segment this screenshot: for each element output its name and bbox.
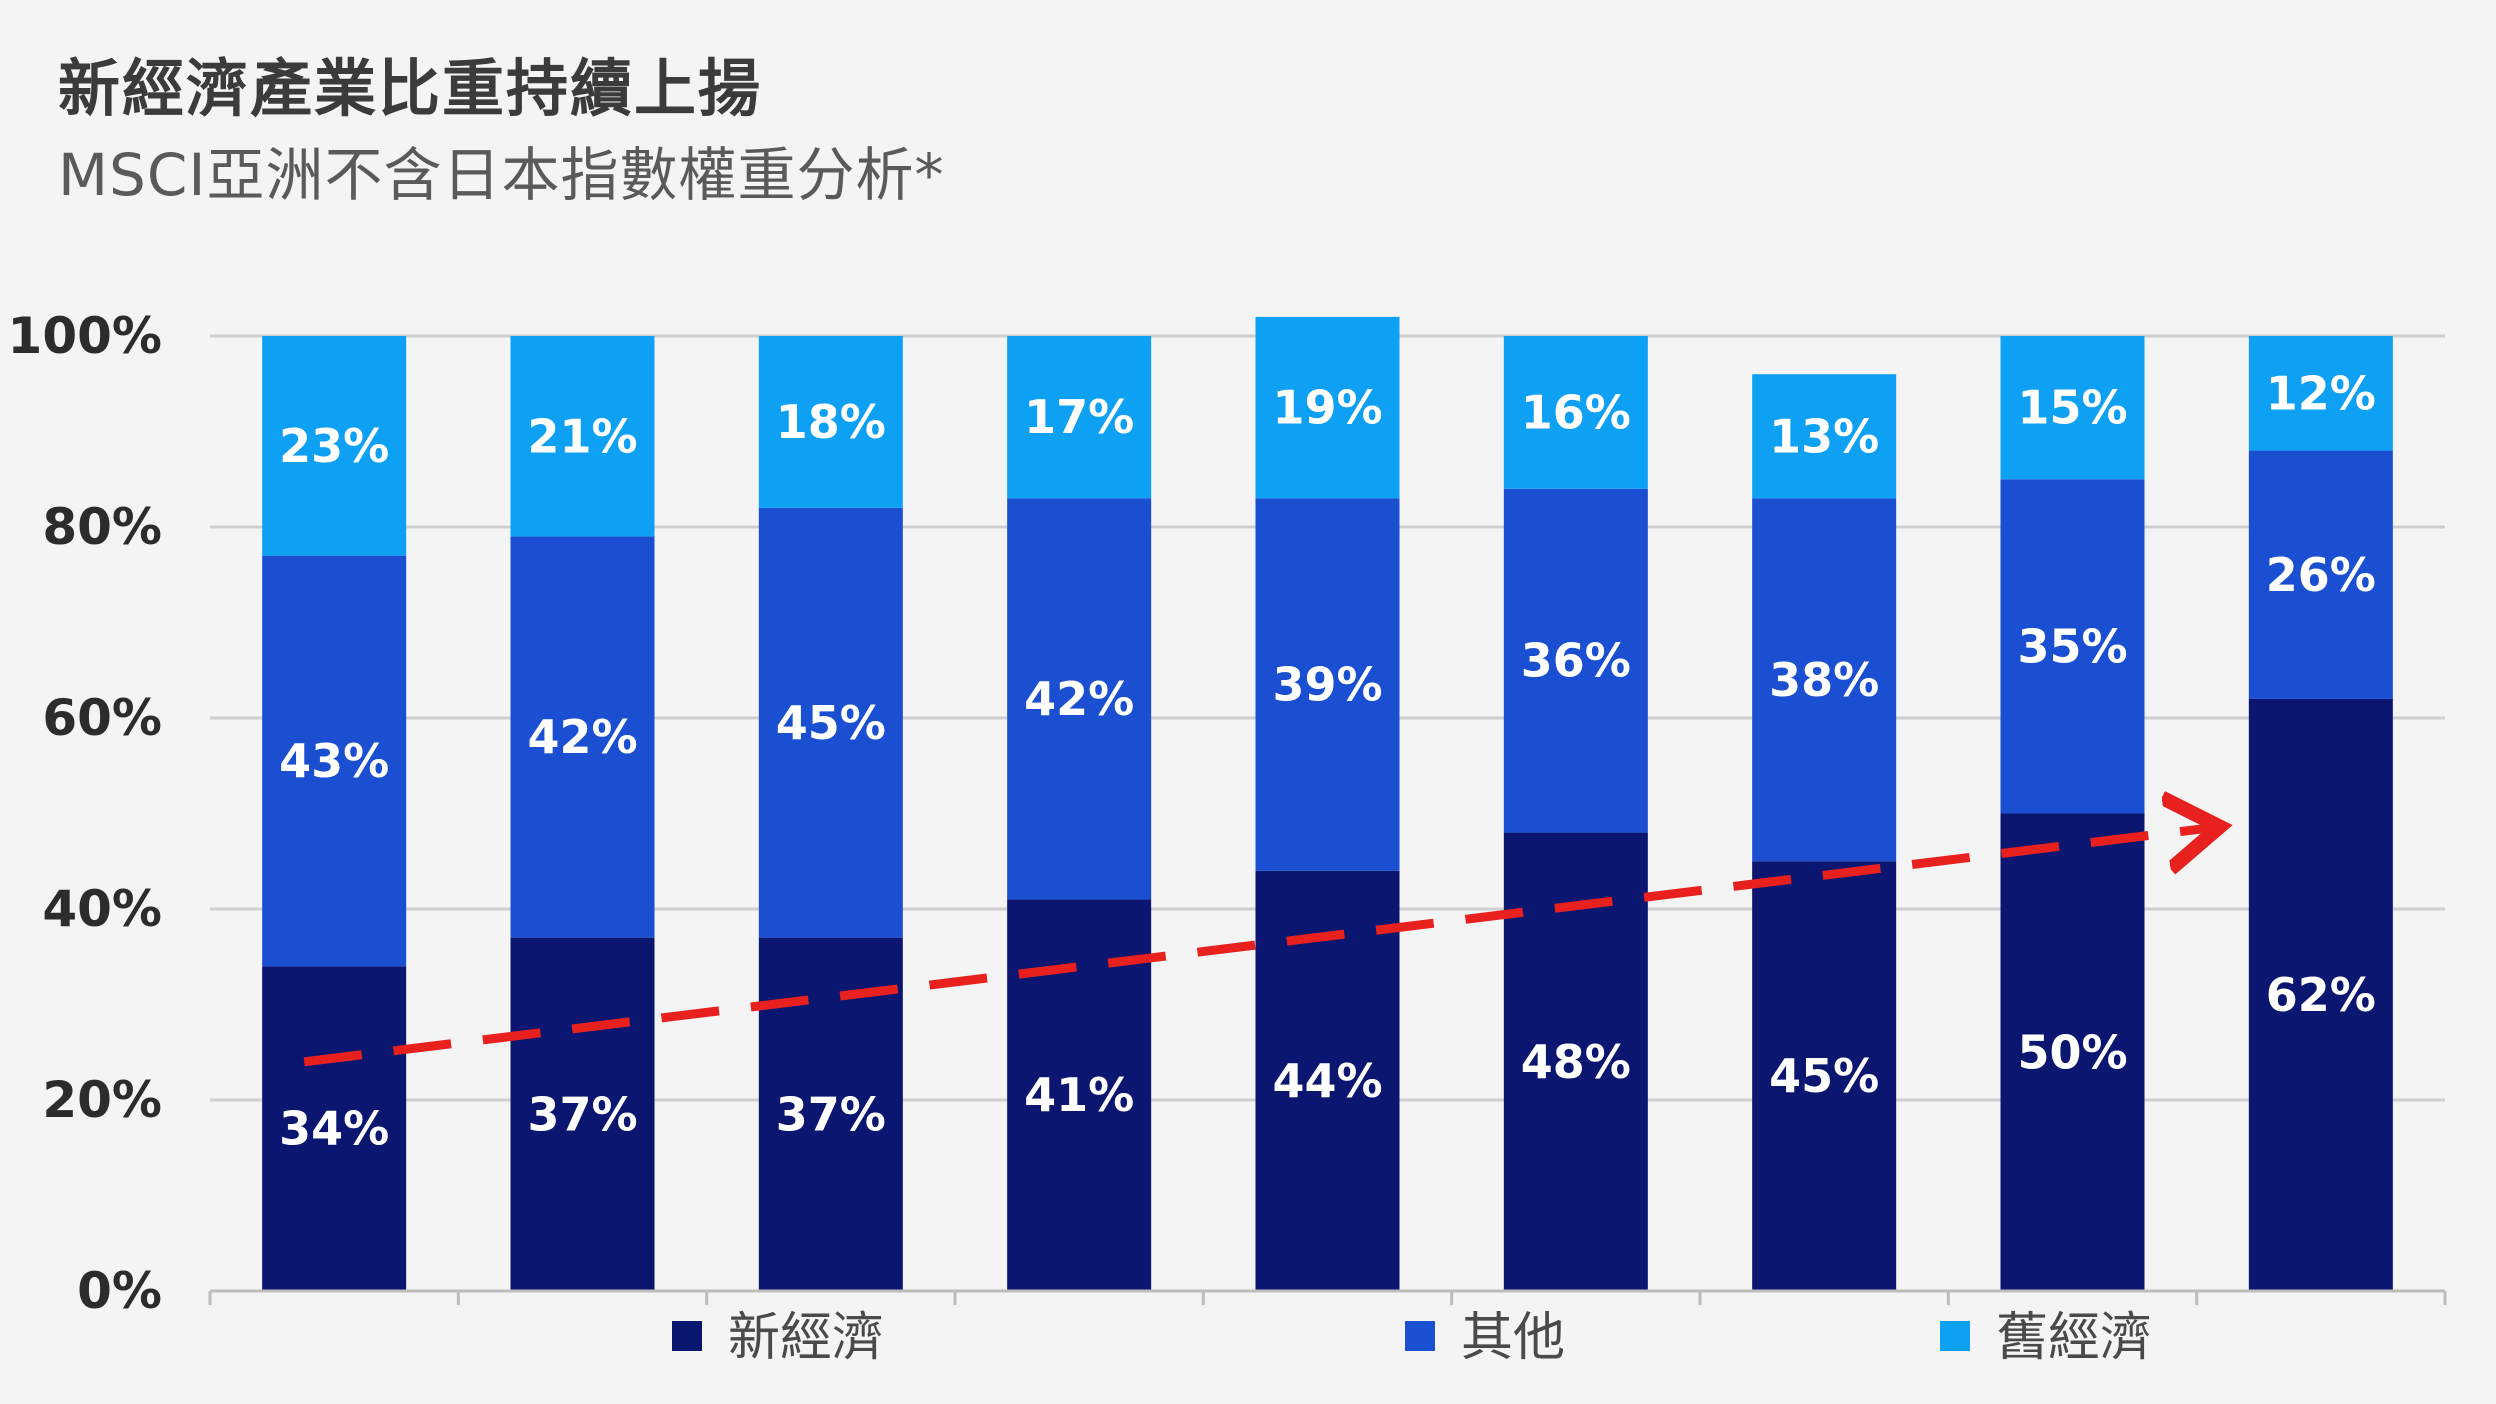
bar-segment	[1503, 488, 1648, 833]
bar-segment	[1503, 336, 1648, 489]
data-label: 16%	[1521, 385, 1631, 439]
bar-segment	[2000, 479, 2145, 814]
bar-segment	[2000, 336, 2145, 480]
data-label: 44%	[1272, 1054, 1382, 1108]
bar-segment	[262, 966, 407, 1291]
legend-swatch	[672, 1321, 702, 1351]
bar-segment	[758, 507, 903, 938]
data-label: 19%	[1272, 381, 1382, 435]
bar-segment	[510, 536, 655, 938]
bar-segment	[1752, 861, 1897, 1291]
legend-label: 舊經濟	[1996, 1308, 2152, 1368]
bar-segment	[1255, 316, 1400, 499]
bar-segment	[1007, 336, 1152, 499]
data-label: 36%	[1521, 634, 1631, 688]
legend-swatch	[1940, 1321, 1970, 1351]
data-label: 37%	[776, 1087, 886, 1141]
legend-label: 新經濟	[728, 1308, 884, 1368]
bar-segment	[510, 937, 655, 1291]
data-label: 42%	[527, 710, 637, 764]
bar-segment	[1255, 498, 1400, 871]
bar-segment	[2000, 813, 2145, 1291]
bar-segment	[758, 336, 903, 508]
data-label: 48%	[1521, 1035, 1631, 1089]
bar-segment	[1007, 498, 1152, 900]
data-label: 26%	[2266, 548, 2376, 602]
bar-segment	[262, 555, 407, 967]
bar-segment	[2248, 698, 2393, 1291]
data-label: 39%	[1272, 658, 1382, 712]
bar-segment	[510, 336, 655, 537]
y-tick-label: 100%	[8, 307, 162, 365]
data-label: 23%	[279, 419, 389, 473]
y-tick-label: 0%	[77, 1262, 162, 1320]
bar-segment	[262, 336, 407, 556]
chart-subtitle: MSCI亞洲不含日本指數權重分析*	[58, 141, 945, 209]
legend-label: 其他	[1461, 1308, 1565, 1368]
legend-swatch	[1405, 1321, 1435, 1351]
data-label: 50%	[2017, 1025, 2127, 1079]
data-label: 45%	[1769, 1049, 1879, 1103]
data-label: 18%	[776, 395, 886, 449]
y-tick-label: 20%	[42, 1071, 162, 1129]
data-label: 45%	[776, 696, 886, 750]
bar-segment	[758, 937, 903, 1291]
data-label: 42%	[1024, 672, 1134, 726]
y-tick-label: 60%	[42, 689, 162, 747]
data-label: 12%	[2266, 366, 2376, 420]
y-tick-label: 80%	[42, 498, 162, 556]
data-label: 21%	[527, 409, 637, 463]
data-label: 17%	[1024, 390, 1134, 444]
data-label: 35%	[2017, 619, 2127, 673]
bar-segment	[1752, 374, 1897, 499]
data-label: 37%	[527, 1087, 637, 1141]
data-label: 41%	[1024, 1068, 1134, 1122]
y-tick-label: 40%	[42, 880, 162, 938]
trend-arrow	[303, 828, 2211, 1067]
data-label: 13%	[1769, 409, 1879, 463]
data-label: 34%	[279, 1102, 389, 1156]
bar-segment	[2248, 336, 2393, 451]
bar-segment	[1752, 498, 1897, 862]
data-label: 62%	[2266, 968, 2376, 1022]
data-label: 38%	[1769, 653, 1879, 707]
bar-segment	[2248, 450, 2393, 699]
data-label: 43%	[279, 734, 389, 788]
data-label: 15%	[2017, 381, 2127, 435]
bar-segment	[1255, 870, 1400, 1291]
chart-title: 新經濟產業比重持續上揚	[58, 52, 763, 125]
